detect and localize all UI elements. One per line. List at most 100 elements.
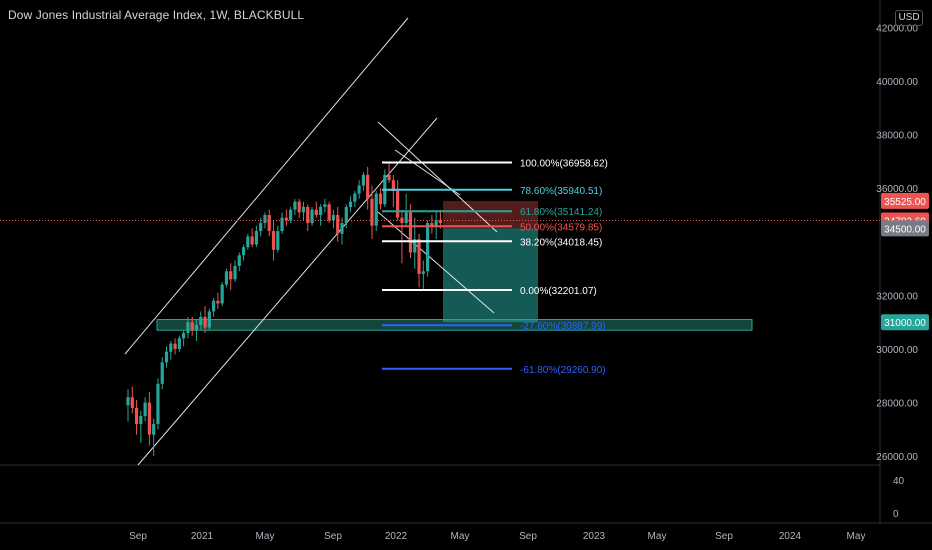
candle-body: [344, 206, 348, 224]
candle-body: [417, 239, 421, 274]
candle-body: [182, 332, 186, 339]
candle-body: [190, 322, 194, 331]
x-tick-label: 2022: [385, 531, 408, 542]
trend-line: [377, 211, 495, 314]
candle-body: [353, 193, 357, 202]
indicator-tick-label: 40: [893, 476, 905, 487]
x-tick-label: Sep: [324, 531, 342, 542]
price-badge: [881, 220, 929, 237]
candle-body: [361, 174, 365, 186]
x-tick-label: 2023: [583, 531, 606, 542]
candle-body: [246, 236, 250, 248]
take-profit-zone: [443, 228, 538, 323]
price-badge: [881, 192, 929, 209]
stop-loss-zone: [443, 200, 538, 229]
candle-body: [327, 204, 331, 221]
x-tick-label: Sep: [129, 531, 147, 542]
y-tick-label: 38000.00: [876, 131, 918, 142]
candle-body: [207, 311, 211, 328]
fib-level-label: 100.00%(36958.62): [520, 159, 608, 170]
candle-body: [438, 220, 443, 224]
candle-body: [126, 397, 130, 406]
candle-body: [430, 223, 434, 226]
candle-body: [374, 193, 378, 226]
fib-level-label: 78.60%(35940.51): [520, 186, 602, 197]
y-tick-label: 32000.00: [876, 291, 918, 302]
y-tick-label: 42000.00: [876, 23, 918, 34]
candle-body: [152, 424, 156, 435]
candle-body: [370, 198, 374, 226]
candle-body: [319, 206, 323, 215]
candle-body: [130, 397, 134, 408]
x-tick-label: May: [847, 531, 866, 542]
candle-body: [310, 209, 314, 224]
fib-level-label: -61.80%(29260.90): [520, 365, 606, 376]
candle-body: [301, 206, 306, 213]
candle-body: [400, 217, 404, 224]
candle-body: [186, 322, 190, 333]
fib-level-label: 38.20%(34018.45): [520, 237, 602, 248]
candle-body: [421, 271, 425, 274]
indicator-tick-label: 0: [893, 509, 899, 520]
candle-body: [199, 316, 203, 325]
candle-body: [331, 215, 336, 221]
chart-title: Dow Jones Industrial Average Index, 1W, …: [8, 8, 305, 22]
currency-button[interactable]: USD: [895, 10, 923, 26]
x-tick-label: 2024: [779, 531, 802, 542]
axes: 42000.00 40000.00 38000.00 36000.00 32000.00…: [0, 23, 918, 542]
candle-body: [284, 217, 288, 221]
candle-body: [404, 212, 408, 224]
candle-body: [314, 209, 318, 215]
candle-body: [203, 316, 207, 328]
candle-body: [289, 209, 293, 221]
candle-body: [263, 215, 267, 224]
fib-level-label: 50.00%(34579.85): [520, 222, 602, 233]
candle-body: [408, 212, 413, 253]
candle-body: [220, 284, 224, 304]
fib-level-label: 0.00%(32201.07): [520, 286, 597, 297]
candle-body: [177, 338, 181, 349]
candle-body: [139, 416, 143, 425]
candle-body: [391, 180, 395, 191]
y-tick-label: 30000.00: [876, 345, 918, 356]
fibonacci-levels[interactable]: 100.00%(36958.62) 78.60%(35940.51) 61.80%(…: [382, 159, 608, 376]
candle-body: [387, 174, 391, 181]
candle-body: [348, 201, 353, 207]
x-tick-label: Sep: [519, 531, 537, 542]
candle-body: [413, 239, 417, 253]
y-tick-label: 26000.00: [876, 452, 918, 463]
fib-level-label: -27.60%(30887.99): [520, 321, 606, 332]
price-badge-label: 35525.00: [884, 197, 926, 208]
x-tick-label: May: [451, 531, 470, 542]
candle-body: [156, 383, 160, 425]
candle-body: [267, 215, 271, 232]
candle-body: [434, 220, 438, 226]
candle-body: [164, 351, 169, 363]
candle-body: [173, 343, 177, 349]
candle-body: [271, 231, 276, 250]
candle-body: [134, 407, 139, 425]
candle-body: [357, 185, 361, 194]
candle-body: [426, 223, 430, 272]
candle-body: [366, 174, 370, 199]
candle-body: [297, 201, 301, 213]
trend-line: [124, 17, 409, 355]
candle-body: [229, 271, 233, 280]
candle-body: [396, 190, 400, 218]
candle-body: [216, 300, 220, 304]
candles: [126, 161, 443, 457]
trend-line: [137, 117, 438, 466]
candle-body: [143, 402, 147, 416]
candle-body: [250, 236, 254, 245]
position-tool[interactable]: [443, 200, 538, 323]
candle-body: [224, 271, 229, 285]
candle-body: [276, 231, 280, 250]
candle-body: [160, 362, 164, 384]
candle-body: [241, 247, 246, 256]
x-tick-label: May: [648, 531, 667, 542]
trend-line: [394, 149, 461, 196]
candle-body: [254, 231, 258, 245]
x-tick-label: 2021: [191, 531, 214, 542]
